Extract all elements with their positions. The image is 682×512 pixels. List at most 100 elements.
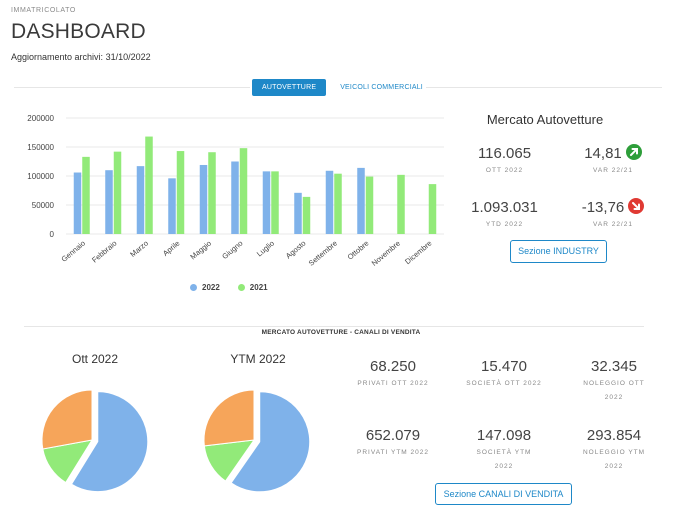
- kpi-var-ytd-value: -13,76: [581, 199, 625, 216]
- bar-2021-maggio[interactable]: [208, 152, 216, 234]
- chart-x-ticks: Gennaio Febbraio Marzo Aprile Maggio Giugno Lu…: [60, 239, 434, 268]
- pie-ytm-title: YTM 2022: [230, 352, 286, 366]
- kpi-ytd-value: 1.093.031: [471, 199, 538, 216]
- archive-update-label: Aggiornamento archivi:: [11, 52, 104, 62]
- pie-slice-privati[interactable]: [230, 391, 311, 493]
- bar-2022-settembre[interactable]: [325, 170, 334, 234]
- pie-slice-privati[interactable]: [70, 391, 149, 493]
- pie-ytm-chart: [203, 389, 311, 493]
- privati-ott-value: 68.250: [370, 358, 416, 375]
- x-tick-label: Novembre: [370, 239, 402, 268]
- bar-2022-gennaio[interactable]: [73, 172, 82, 234]
- kpi-var-ott-value: 14,81: [584, 145, 622, 162]
- kpi-societa-ott: 15.470 SOCIETÀ OTT 2022: [449, 358, 559, 391]
- tab-veicoli-commerciali[interactable]: VEICOLI COMMERCIALI: [340, 84, 423, 91]
- noleggio-ytm-value: 293.854: [586, 427, 642, 444]
- kpi-ytd-label: YTD 2022: [485, 221, 524, 228]
- pie-slice-noleggio[interactable]: [41, 389, 93, 450]
- bar-2021-ottobre[interactable]: [365, 176, 374, 234]
- divider-right: [426, 87, 662, 88]
- bar-2022-maggio[interactable]: [199, 164, 208, 234]
- chart-y-ticks: 0 50000 100000 150000 200000: [27, 114, 54, 239]
- bar-2022-marzo[interactable]: [136, 166, 145, 234]
- x-tick-label: Maggio: [188, 239, 213, 262]
- bar-2022-luglio[interactable]: [262, 171, 271, 234]
- channels-divider: [24, 326, 644, 327]
- kpi-var-ott-row: 14,81: [568, 144, 658, 162]
- bar-2022-aprile[interactable]: [168, 178, 176, 234]
- x-tick-label: Gennaio: [60, 239, 88, 264]
- x-tick-label: Marzo: [128, 239, 150, 259]
- societa-ytm-value: 147.098: [476, 427, 532, 444]
- x-tick-label: Luglio: [255, 239, 276, 259]
- bar-2021-novembre[interactable]: [397, 174, 405, 234]
- channels-title-wrap: MERCATO AUTOVETTURE - CANALI DI VENDITA: [0, 321, 682, 339]
- kpi-noleggio-ott: 32.345 NOLEGGIO OTT 2022: [559, 358, 669, 405]
- kpi-noleggio-ytm: 293.854 NOLEGGIO YTM 2022: [559, 427, 669, 474]
- bar-2022-agosto[interactable]: [294, 192, 302, 234]
- legend-label-2021: 2021: [249, 283, 268, 292]
- y-tick-label: 150000: [27, 143, 54, 152]
- kpi-var-ytd-label: VAR 22/21: [593, 221, 633, 229]
- x-tick-label: Giugno: [220, 239, 244, 261]
- bar-2021-gennaio[interactable]: [82, 156, 90, 234]
- legend-swatch-2022: [190, 284, 197, 291]
- noleggio-ott-label: NOLEGGIO OTT 2022: [583, 380, 645, 401]
- x-tick-label: Aprile: [161, 239, 181, 258]
- noleggio-ytm-label: NOLEGGIO YTM 2022: [582, 449, 646, 470]
- bar-2021-aprile[interactable]: [176, 151, 185, 234]
- chart-legend: 2022 2021: [190, 283, 268, 292]
- chart-gridlines: [66, 117, 444, 235]
- kpi-ott-value: 116.065: [477, 145, 532, 162]
- x-tick-label: Agosto: [284, 239, 308, 261]
- pie-ott-title: Ott 2022: [71, 352, 119, 366]
- bar-2021-agosto[interactable]: [302, 196, 311, 234]
- legend-label-2022: 2022: [202, 283, 220, 292]
- pie-ott-slices: [41, 389, 149, 493]
- y-tick-label: 200000: [27, 114, 54, 123]
- kpi-societa-ytm: 147.098 SOCIETÀ YTM 2022: [449, 427, 559, 474]
- vehicle-type-tabs: AUTOVETTURE VEICOLI COMMERCIALI: [252, 79, 433, 96]
- kpi-var-ytd-row: -13,76: [568, 198, 658, 216]
- societa-ytm-label: SOCIETÀ YTM 2022: [476, 449, 532, 470]
- pie-ytm-slices: [203, 389, 311, 493]
- industry-section-button[interactable]: Sezione INDUSTRY: [510, 240, 607, 263]
- privati-ytm-value: 652.079: [365, 427, 421, 444]
- pie-slice-noleggio[interactable]: [203, 389, 255, 447]
- bar-2021-marzo[interactable]: [145, 136, 153, 234]
- bar-2021-settembre[interactable]: [334, 173, 342, 234]
- page-title: DASHBOARD: [11, 20, 146, 43]
- bar-2021-luglio[interactable]: [271, 171, 279, 234]
- y-tick-label: 50000: [32, 201, 55, 210]
- kpi-var-ott: 14,81 VAR 22/21: [568, 144, 658, 174]
- bar-2022-ottobre[interactable]: [357, 167, 365, 234]
- archive-update-date: 31/10/2022: [105, 52, 151, 62]
- legend-item-2022[interactable]: 2022: [190, 283, 220, 292]
- x-tick-label: Ottobre: [346, 239, 371, 262]
- legend-item-2021[interactable]: 2021: [237, 283, 268, 292]
- y-tick-label: 100000: [27, 172, 54, 181]
- bar-2021-giugno[interactable]: [239, 148, 248, 234]
- divider-left: [14, 87, 250, 88]
- noleggio-ott-value: 32.345: [591, 358, 637, 375]
- bar-2022-febbraio[interactable]: [105, 170, 113, 234]
- kpi-privati-ott: 68.250 PRIVATI OTT 2022: [338, 358, 448, 391]
- channels-section-button[interactable]: Sezione CANALI DI VENDITA: [435, 483, 572, 505]
- bar-2022-giugno[interactable]: [231, 161, 239, 235]
- privati-ytm-label: PRIVATI YTM 2022: [357, 449, 429, 456]
- chart-bars: [73, 136, 437, 235]
- market-panel-title: Mercato Autovetture: [486, 112, 604, 127]
- pie-ott-chart: [41, 389, 149, 493]
- kpi-var-ytd: -13,76 VAR 22/21: [568, 198, 658, 229]
- monthly-registrations-chart: 0 50000 100000 150000 200000 Gennaio Febbraio…: [27, 114, 444, 268]
- kpi-privati-ytm: 652.079 PRIVATI YTM 2022: [338, 427, 448, 460]
- tab-autovetture[interactable]: AUTOVETTURE: [252, 79, 327, 96]
- legend-swatch-2021: [237, 284, 245, 291]
- channels-section-title: MERCATO AUTOVETTURE - CANALI DI VENDITA: [255, 329, 427, 336]
- x-tick-label: Settembre: [307, 239, 339, 268]
- x-tick-label: Febbraio: [90, 239, 118, 265]
- privati-ott-label: PRIVATI OTT 2022: [357, 380, 429, 387]
- section-kicker: IMMATRICOLATO: [11, 7, 76, 14]
- bar-2021-dicembre[interactable]: [428, 184, 437, 234]
- bar-2021-febbraio[interactable]: [113, 151, 122, 234]
